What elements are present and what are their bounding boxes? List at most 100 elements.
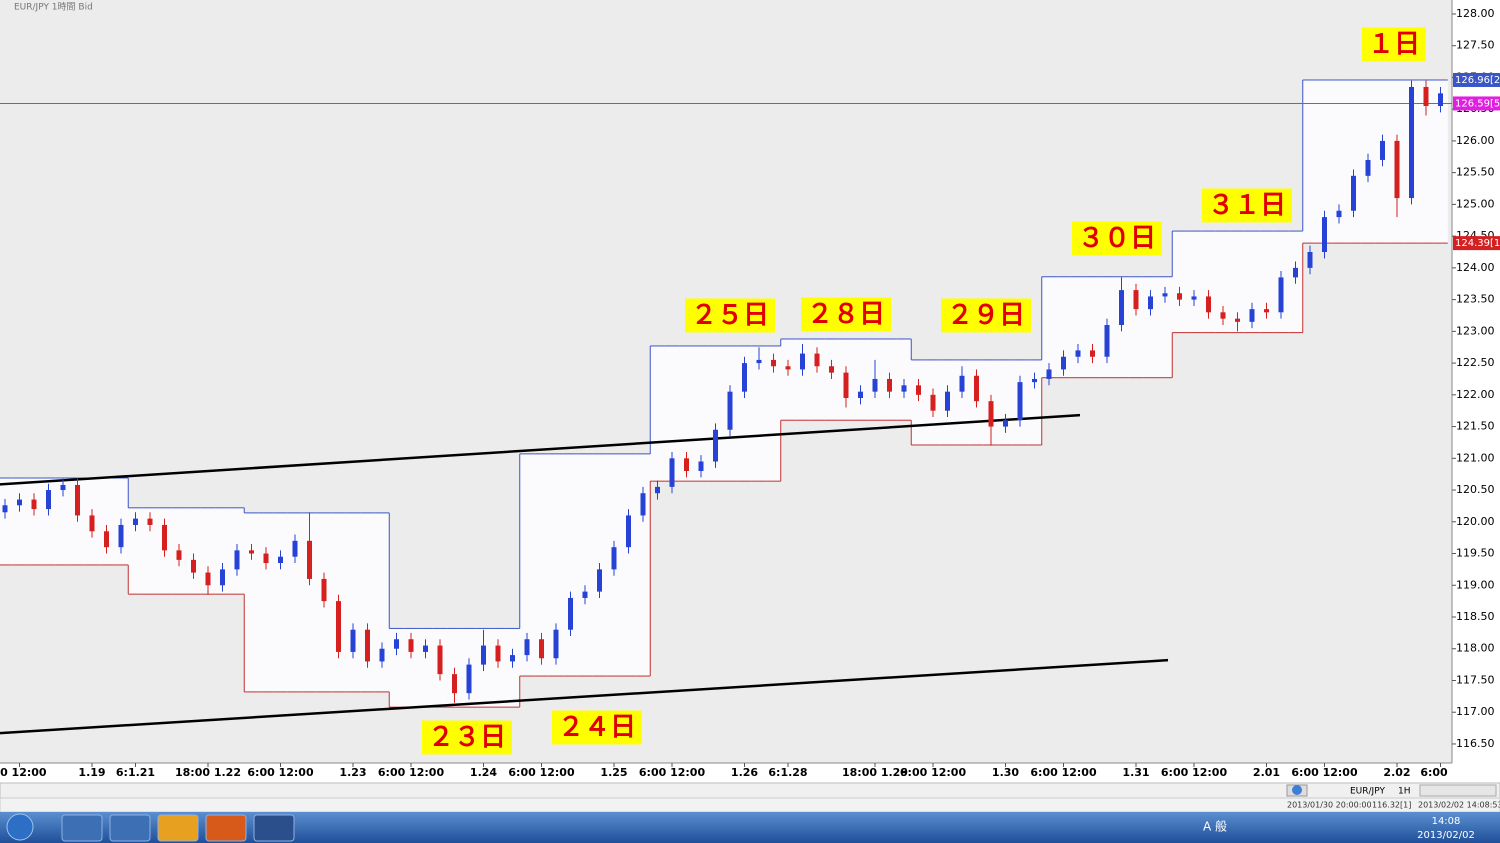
candle-body bbox=[379, 648, 385, 662]
taskbar bbox=[0, 812, 1500, 843]
candle-body bbox=[1235, 318, 1240, 322]
x-tick-label: 18:00 1.29 bbox=[842, 766, 908, 779]
candle-body bbox=[31, 499, 37, 510]
range-box bbox=[577, 453, 593, 677]
candle-body bbox=[437, 645, 443, 675]
candle-body bbox=[974, 375, 979, 402]
candle-body bbox=[829, 366, 834, 373]
range-box bbox=[142, 507, 158, 595]
range-box bbox=[737, 345, 752, 482]
taskbar-app[interactable] bbox=[253, 814, 295, 842]
window-title: EUR/JPY 1時間 Bid bbox=[14, 2, 93, 13]
y-tick-label: 125.50 bbox=[1456, 166, 1495, 179]
range-box bbox=[708, 345, 723, 482]
clock-date[interactable]: 2013/02/02 bbox=[1417, 830, 1475, 841]
x-tick-label: 6:00 12:00 bbox=[900, 766, 967, 779]
candle-body bbox=[1293, 267, 1298, 278]
candle-body bbox=[89, 515, 95, 532]
time-axis: 00 12:00 1.19 6:1.21 18:00 1.22 6:00 12:00 1.… bbox=[0, 763, 1448, 779]
candle-body bbox=[858, 391, 863, 399]
x-tick-label: 6:00 12:00 bbox=[639, 766, 706, 779]
candle-body bbox=[742, 363, 747, 392]
candle-body bbox=[1438, 93, 1443, 107]
range-box bbox=[679, 345, 694, 482]
annotation: ２８日 bbox=[807, 300, 885, 330]
clock-time[interactable]: 14:08 bbox=[1432, 816, 1461, 827]
annotation-bg bbox=[1071, 221, 1163, 256]
annotation: ２９日 bbox=[947, 301, 1025, 331]
status-time: 2013/02/02 14:08:53 bbox=[1418, 801, 1500, 810]
symbol-selector[interactable]: EUR/JPY bbox=[1350, 787, 1385, 797]
annotation-bg bbox=[551, 710, 643, 745]
status-price: 116.32[1] bbox=[1372, 801, 1411, 810]
candle-body bbox=[1162, 293, 1168, 297]
toolbar[interactable] bbox=[1419, 784, 1497, 797]
range-box bbox=[99, 477, 114, 565]
x-tick-label: 6:00 12:00 bbox=[378, 766, 445, 779]
annotation: ２５日 bbox=[691, 301, 769, 331]
candle-body bbox=[336, 601, 341, 652]
status-bar bbox=[0, 797, 1500, 813]
range-box bbox=[273, 512, 288, 692]
candle-body bbox=[1104, 325, 1110, 357]
range-box bbox=[1331, 79, 1347, 244]
candle-body bbox=[1191, 296, 1197, 300]
x-tick-label: 2.01 bbox=[1253, 766, 1280, 779]
range-box bbox=[548, 453, 564, 677]
candle-body bbox=[1032, 378, 1037, 383]
y-tick-label: 120.50 bbox=[1456, 483, 1495, 496]
range-box bbox=[693, 345, 709, 482]
candle-body bbox=[75, 484, 80, 516]
taskbar-app[interactable] bbox=[205, 814, 247, 842]
annotation: ２３日 bbox=[428, 723, 506, 753]
range-box bbox=[360, 512, 375, 692]
range-box bbox=[374, 512, 390, 692]
y-tick-label: 124.00 bbox=[1456, 261, 1495, 274]
price-label-bg bbox=[1453, 236, 1500, 251]
x-tick-label: 1.23 bbox=[339, 766, 366, 779]
status-time: 2013/01/30 20:00:00 bbox=[1287, 801, 1372, 810]
candle-body bbox=[292, 540, 298, 557]
annotation: ２４日 bbox=[558, 713, 636, 743]
start-button[interactable] bbox=[6, 813, 34, 841]
y-tick-label: 121.00 bbox=[1456, 451, 1495, 464]
timeframe-selector[interactable]: 1H bbox=[1398, 787, 1411, 797]
candle-body bbox=[640, 493, 646, 516]
x-tick-label: 1.30 bbox=[992, 766, 1019, 779]
range-box bbox=[998, 359, 1013, 445]
candle-body bbox=[278, 556, 283, 564]
candle-body bbox=[1322, 217, 1327, 253]
scrollbar[interactable] bbox=[0, 782, 1500, 799]
candle-body bbox=[17, 499, 22, 506]
range-box bbox=[1157, 276, 1173, 378]
taskbar-app[interactable] bbox=[157, 814, 199, 842]
range-box bbox=[186, 507, 201, 595]
taskbar-app[interactable] bbox=[61, 814, 103, 842]
candle-body bbox=[495, 645, 501, 662]
annotation: ３１日 bbox=[1208, 191, 1286, 221]
x-tick-label: 18:00 1.22 bbox=[175, 766, 241, 779]
price-label-bg bbox=[1453, 72, 1500, 87]
range-box bbox=[128, 507, 143, 595]
range-box bbox=[302, 512, 317, 692]
icon[interactable] bbox=[1292, 785, 1302, 795]
candle-body bbox=[655, 486, 660, 494]
y-tick-label: 121.50 bbox=[1456, 420, 1495, 433]
range-box bbox=[1070, 276, 1086, 378]
candle-body bbox=[539, 639, 544, 659]
candle-body bbox=[307, 540, 312, 579]
candle-body bbox=[756, 359, 762, 364]
candle-body bbox=[466, 664, 472, 694]
candle-body bbox=[1394, 140, 1400, 199]
ime-indicator[interactable]: A 般 bbox=[1203, 819, 1227, 834]
plot: ２３日 ２４日 ２５日 ２８日 ２９日 ３０日 ３１日 １日 bbox=[0, 27, 1452, 755]
candle-body bbox=[887, 378, 892, 392]
candle-body bbox=[1206, 296, 1211, 313]
x-tick-label: 1.26 bbox=[731, 766, 758, 779]
price-label: 126.59[5 bbox=[1455, 98, 1500, 109]
range-box bbox=[911, 359, 926, 445]
candle-body bbox=[582, 591, 588, 598]
range-box bbox=[0, 477, 13, 565]
range-box bbox=[1215, 231, 1231, 333]
taskbar-app[interactable] bbox=[109, 814, 151, 842]
